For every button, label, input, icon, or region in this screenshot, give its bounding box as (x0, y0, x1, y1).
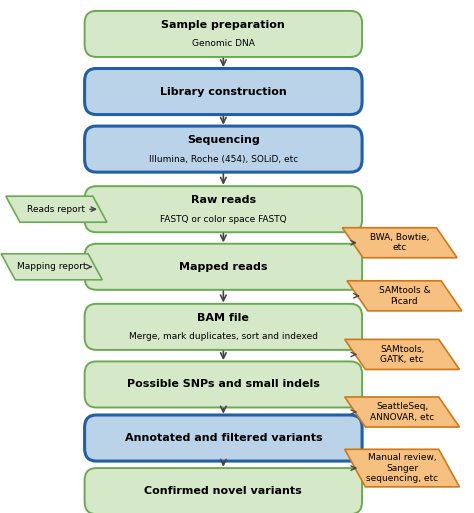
FancyBboxPatch shape (85, 304, 362, 350)
Text: Possible SNPs and small indels: Possible SNPs and small indels (127, 380, 320, 389)
Polygon shape (342, 228, 457, 258)
Text: Mapping report: Mapping report (17, 262, 86, 271)
FancyBboxPatch shape (85, 468, 362, 513)
Text: Raw reads: Raw reads (191, 195, 256, 205)
Text: Manual review,
Sanger
sequencing, etc: Manual review, Sanger sequencing, etc (366, 453, 438, 483)
FancyBboxPatch shape (85, 244, 362, 290)
FancyBboxPatch shape (85, 415, 362, 461)
Text: Sequencing: Sequencing (187, 135, 260, 145)
Text: Sample preparation: Sample preparation (162, 20, 285, 30)
Text: Merge, mark duplicates, sort and indexed: Merge, mark duplicates, sort and indexed (129, 332, 318, 341)
Text: FASTQ or color space FASTQ: FASTQ or color space FASTQ (160, 215, 287, 224)
Polygon shape (345, 397, 459, 427)
Text: Genomic DNA: Genomic DNA (192, 40, 255, 48)
FancyBboxPatch shape (85, 362, 362, 407)
Text: SAMtools,
GATK, etc: SAMtools, GATK, etc (380, 345, 424, 364)
Text: Mapped reads: Mapped reads (179, 262, 268, 272)
Text: Reads report: Reads report (27, 205, 85, 214)
Polygon shape (1, 254, 102, 280)
Text: SeattleSeq,
ANNOVAR, etc: SeattleSeq, ANNOVAR, etc (370, 402, 434, 422)
FancyBboxPatch shape (85, 11, 362, 57)
Text: BWA, Bowtie,
etc: BWA, Bowtie, etc (370, 233, 429, 252)
Text: Library construction: Library construction (160, 87, 287, 96)
Text: Annotated and filtered variants: Annotated and filtered variants (125, 433, 322, 443)
FancyBboxPatch shape (85, 69, 362, 114)
Polygon shape (345, 449, 459, 487)
Polygon shape (345, 340, 459, 369)
Text: Confirmed novel variants: Confirmed novel variants (145, 486, 302, 496)
Text: BAM file: BAM file (197, 313, 249, 323)
Text: SAMtools &
Picard: SAMtools & Picard (379, 286, 430, 306)
Text: Illumina, Roche (454), SOLiD, etc: Illumina, Roche (454), SOLiD, etc (149, 154, 298, 164)
FancyBboxPatch shape (85, 186, 362, 232)
Polygon shape (6, 196, 107, 222)
FancyBboxPatch shape (85, 126, 362, 172)
Polygon shape (347, 281, 462, 311)
